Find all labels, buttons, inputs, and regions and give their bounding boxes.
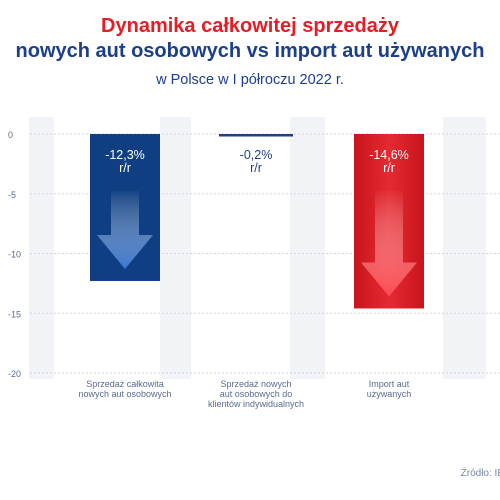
- data-label: r/r: [119, 161, 131, 175]
- bar: [219, 134, 293, 137]
- x-category-label: klientów indywidualnych: [208, 399, 304, 409]
- y-tick-label: -20: [8, 369, 21, 379]
- x-category-label: używanych: [367, 389, 412, 399]
- x-category-label: Import aut: [369, 379, 410, 389]
- background-column: [160, 117, 191, 379]
- down-arrow-icon: [97, 191, 153, 269]
- source-note: Źródło: IE: [460, 468, 500, 479]
- data-label: -14,6%: [369, 148, 409, 162]
- x-category-label: aut osobowych do: [220, 389, 293, 399]
- background-column: [29, 117, 54, 379]
- x-category-label: Sprzedaż nowych: [220, 379, 291, 389]
- chart-title-line1: Dynamika całkowitej sprzedaży: [101, 15, 399, 37]
- data-label: r/r: [383, 161, 395, 175]
- y-tick-label: -10: [8, 250, 21, 260]
- chart-subtitle: w Polsce w I półroczu 2022 r.: [156, 72, 344, 88]
- chart-title-line2: nowych aut osobowych vs import aut używa…: [15, 40, 485, 62]
- y-tick-label: 0: [8, 130, 13, 140]
- y-tick-label: -5: [8, 190, 16, 200]
- data-label: -12,3%: [105, 148, 145, 162]
- data-label: -0,2%: [240, 148, 273, 162]
- x-category-label: nowych aut osobowych: [78, 389, 171, 399]
- background-column: [443, 117, 486, 379]
- data-label: r/r: [250, 161, 262, 175]
- chart-title-block: Dynamika całkowitej sprzedaży nowych aut…: [0, 14, 500, 90]
- down-arrow-icon: [361, 191, 417, 297]
- x-category-label: Sprzedaż całkowita: [86, 379, 164, 389]
- y-tick-label: -15: [8, 309, 21, 319]
- background-column: [290, 117, 325, 379]
